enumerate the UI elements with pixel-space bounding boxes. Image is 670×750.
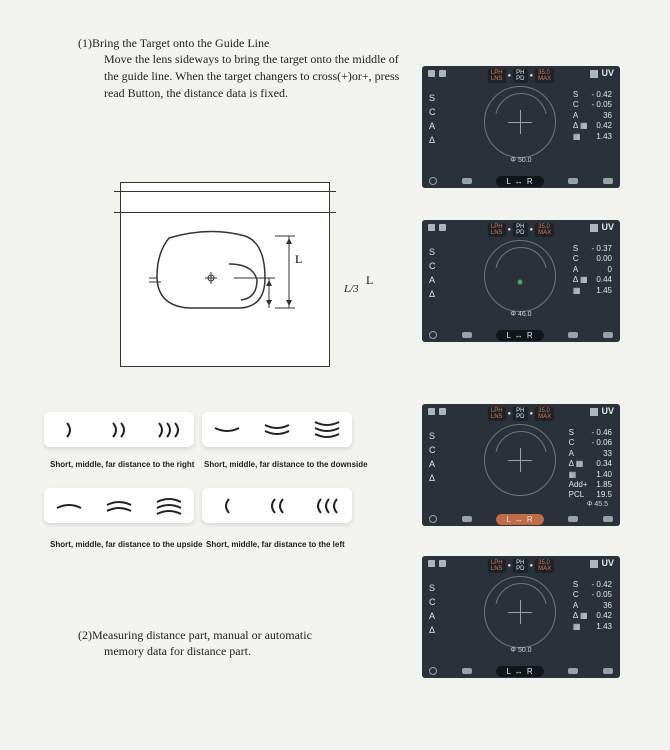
device-screenshot-2: UV LPHLNS●PHPD●35.0MAX SCAΔ S- 0.37C0.00…: [422, 220, 620, 342]
lr-toggle[interactable]: L ↔ R: [496, 330, 543, 341]
uv-indicator: UV: [590, 68, 614, 78]
arrow-right-3: [147, 416, 191, 444]
arrow-tiles-down-label: Short, middle, far distance to the downs…: [204, 460, 368, 469]
device-bottombar: L ↔ R: [422, 174, 620, 188]
arrow-left-1: [205, 492, 249, 520]
device-header-chips: LPHLNS●PHPD●35.0MAX: [488, 223, 554, 237]
step1-heading: (1)Bring the Target onto the Guide Line: [78, 36, 408, 51]
arrow-tiles-up: [44, 488, 194, 523]
dim-l-label: L: [295, 252, 302, 266]
device-screenshot-1: UV LPHLNS●PHPD●35.0MAX SCAΔ S- 0.42C- 0.…: [422, 66, 620, 188]
device-header-chips: LPHLNS●PHPD●35.0MAX: [488, 407, 554, 421]
print-icon[interactable]: [603, 516, 613, 522]
arrow-tiles-right: [44, 412, 194, 447]
gear-icon[interactable]: [429, 667, 437, 675]
device-left-labels: SCAΔ: [429, 93, 436, 145]
arrow-tiles-right-label: Short, middle, far distance to the right: [50, 460, 194, 469]
signal-icon: [439, 224, 446, 231]
device-bottombar: L ↔ R: [422, 328, 620, 342]
step1-text: (1)Bring the Target onto the Guide Line …: [78, 36, 408, 101]
device-header-chips: LPHLNS●PHPD●35.0MAX: [488, 69, 554, 83]
device-bottombar: L ↔ R: [422, 512, 620, 526]
arrow-right-2: [97, 416, 141, 444]
uv-indicator: UV: [590, 558, 614, 568]
step2-body: memory data for distance part.: [104, 643, 378, 660]
arrow-up-1: [47, 492, 91, 520]
arrow-down-1: [205, 416, 249, 444]
eye-icon[interactable]: [462, 668, 472, 674]
arrow-tiles-down: [202, 412, 352, 447]
arrow-up-3: [147, 492, 191, 520]
print-icon[interactable]: [603, 332, 613, 338]
arrow-tiles-left-label: Short, middle, far distance to the left: [206, 540, 345, 549]
menu-icon: [428, 408, 435, 415]
signal-icon: [439, 70, 446, 77]
phi-readout: Φ 46.0: [510, 311, 531, 318]
cloud-icon[interactable]: [568, 668, 578, 674]
arrow-tiles-left: [202, 488, 352, 523]
phi-readout: Φ 50.0: [510, 647, 531, 654]
print-icon[interactable]: [603, 178, 613, 184]
arrow-left-3: [305, 492, 349, 520]
uv-indicator: UV: [590, 222, 614, 232]
device-left-labels: SCAΔ: [429, 247, 436, 299]
eye-icon[interactable]: [462, 178, 472, 184]
step2-text: (2)Measuring distance part, manual or au…: [78, 628, 378, 660]
arrow-tiles-up-label: Short, middle, far distance to the upsid…: [50, 540, 202, 549]
eye-icon[interactable]: [462, 332, 472, 338]
device-readings: S- 0.37C0.00A0Δ ▦0.44▦1.45: [571, 244, 614, 296]
device-readings: S- 0.46C- 0.06A33Δ ▦0.34▦1.40Add+1.85PCL…: [567, 428, 614, 501]
device-screenshot-4: UV LPHLNS●PHPD●35.0MAX SCAΔ S- 0.42C- 0.…: [422, 556, 620, 678]
device-bottombar: L ↔ R: [422, 664, 620, 678]
device-readings: S- 0.42C- 0.05A36Δ ▦0.42▦1.43: [571, 580, 614, 632]
lr-toggle[interactable]: L ↔ R: [496, 514, 543, 525]
cloud-icon[interactable]: [568, 332, 578, 338]
uv-indicator: UV: [590, 406, 614, 416]
menu-icon: [428, 70, 435, 77]
arrow-down-3: [305, 416, 349, 444]
dim-l3: L/3: [344, 283, 359, 295]
cloud-icon[interactable]: [568, 516, 578, 522]
phi-readout: Φ 45.5: [587, 501, 608, 508]
device-left-labels: SCAΔ: [429, 431, 436, 483]
cloud-icon[interactable]: [568, 178, 578, 184]
eye-icon[interactable]: [462, 516, 472, 522]
menu-icon: [428, 224, 435, 231]
menu-icon: [428, 560, 435, 567]
step2-heading: (2)Measuring distance part, manual or au…: [78, 628, 378, 643]
print-icon[interactable]: [603, 668, 613, 674]
device-left-labels: SCAΔ: [429, 583, 436, 635]
gear-icon[interactable]: [429, 515, 437, 523]
gear-icon[interactable]: [429, 331, 437, 339]
lr-toggle[interactable]: L ↔ R: [496, 176, 543, 187]
lr-toggle[interactable]: L ↔ R: [496, 666, 543, 677]
signal-icon: [439, 408, 446, 415]
technical-diagram: L L L/3: [120, 182, 330, 367]
arrow-up-2: [97, 492, 141, 520]
arrow-right-1: [47, 416, 91, 444]
signal-icon: [439, 560, 446, 567]
lens-outline: L: [149, 208, 319, 358]
device-screenshot-3: UV LPHLNS●PHPD●35.0MAX SCAΔ S- 0.46C- 0.…: [422, 404, 620, 526]
device-readings: S- 0.42C- 0.05A36Δ ▦0.42▦1.43: [571, 90, 614, 142]
phi-readout: Φ 50.0: [510, 157, 531, 164]
arrow-down-2: [255, 416, 299, 444]
device-header-chips: LPHLNS●PHPD●35.0MAX: [488, 559, 554, 573]
gear-icon[interactable]: [429, 177, 437, 185]
dim-l: L: [366, 273, 373, 288]
step1-body: Move the lens sideways to bring the targ…: [104, 51, 408, 101]
arrow-left-2: [255, 492, 299, 520]
